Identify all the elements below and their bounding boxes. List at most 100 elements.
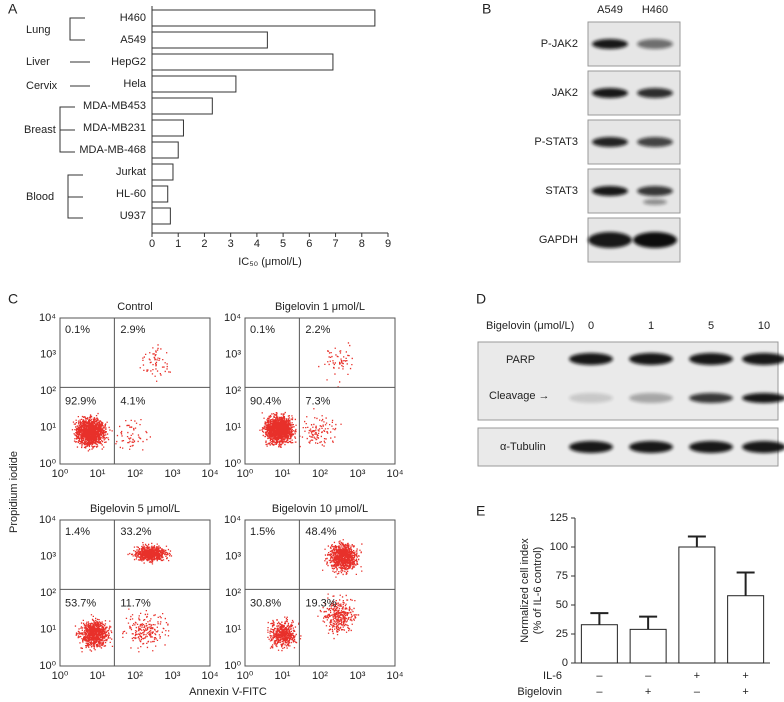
y-tick-label: 10⁰ (39, 458, 56, 470)
y-tick-label: 10¹ (40, 623, 56, 635)
group-label: Lung (26, 24, 50, 36)
blot-band (592, 186, 628, 196)
plot-title: Bigelovin 1 μmol/L (275, 301, 365, 313)
y-tick-label: 10⁴ (39, 312, 56, 324)
group-label: Liver (26, 56, 50, 68)
y-tick-label: 10⁴ (224, 312, 241, 324)
y-tick-label: 10¹ (40, 421, 56, 433)
dose-label: 0 (588, 320, 594, 332)
y-tick-label: 10² (225, 587, 241, 599)
group-brackets (59, 17, 90, 219)
x-tick-label: 10³ (350, 670, 366, 682)
group-label: Blood (26, 191, 54, 203)
x-tick-label: 10⁴ (387, 670, 404, 682)
y-tick-label: 25 (556, 628, 568, 640)
x-tick-label: 10² (312, 670, 328, 682)
y-tick-label: 75 (556, 570, 568, 582)
x-axis-title: IC₅₀ (μmol/L) (238, 256, 302, 268)
row-label: P-STAT3 (534, 136, 578, 148)
x-tick-label: 6 (306, 238, 312, 250)
condition-sign: – (596, 670, 603, 682)
panel-label: C (8, 291, 18, 307)
x-tick-label: 10⁴ (202, 468, 219, 480)
bar (629, 628, 667, 664)
quadrant-percent: 2.9% (120, 324, 145, 336)
bar (678, 546, 716, 664)
bar (151, 53, 334, 71)
y-tick-label: MDA-MB231 (83, 122, 146, 134)
dose-label: 5 (708, 320, 714, 332)
plot-frame (59, 519, 211, 667)
x-tick-label: 10⁰ (237, 670, 254, 682)
quadrant-percent: 30.8% (250, 597, 281, 609)
blot-band (637, 88, 673, 98)
x-tick-label: 10¹ (90, 670, 106, 682)
x-tick-label: 10⁰ (52, 468, 69, 480)
quadrant-percent: 7.3% (305, 395, 330, 407)
x-tick-label: 5 (280, 238, 286, 250)
bar (151, 97, 213, 115)
plot-title: Control (117, 301, 152, 313)
y-tick-label: 125 (550, 512, 568, 524)
y-tick-label: 10⁰ (39, 660, 56, 672)
blot-band (637, 39, 673, 49)
blot-band (569, 393, 613, 403)
y-tick-label: 50 (556, 599, 568, 611)
plot-frame (244, 519, 396, 667)
blot-band (569, 441, 613, 453)
plot-title: Bigelovin 5 μmol/L (90, 503, 180, 515)
x-tick-label: 10⁰ (52, 670, 69, 682)
condition-sign: + (694, 670, 700, 682)
condition-label: Bigelovin (517, 686, 562, 698)
blot-band (569, 353, 613, 365)
row-label: P-JAK2 (541, 38, 578, 50)
row-label: α-Tubulin (500, 441, 546, 453)
treatment-label: Bigelovin (μmol/L) (486, 320, 574, 332)
x-tick-label: 10² (312, 468, 328, 480)
y-tick-label: MDA-MB453 (83, 100, 146, 112)
quadrant-percent: 53.7% (65, 597, 96, 609)
group-label: Breast (24, 124, 56, 136)
dose-label: 1 (648, 320, 654, 332)
y-tick-label: 10⁴ (39, 514, 56, 526)
y-tick-label: 10³ (40, 550, 56, 562)
x-tick-label: 9 (385, 238, 391, 250)
blot-band (689, 393, 733, 403)
blot-band (588, 232, 632, 248)
dose-label: 10 (758, 320, 770, 332)
plot-title: Bigelovin 10 μmol/L (272, 503, 368, 515)
event-dots (71, 344, 171, 452)
x-tick-label: 3 (228, 238, 234, 250)
x-tick-label: 10⁰ (237, 468, 254, 480)
x-tick-label: 10² (127, 468, 143, 480)
group-label: Cervix (26, 80, 58, 92)
y-tick-label: Hela (123, 78, 147, 90)
bar (151, 141, 179, 159)
y-tick-label: 10³ (40, 348, 56, 360)
bar (151, 185, 169, 203)
condition-sign: + (742, 670, 748, 682)
y-tick-label: 10² (40, 587, 56, 599)
condition-label: IL-6 (543, 670, 562, 682)
y-tick-label: 10³ (225, 550, 241, 562)
x-axis-title: Annexin V-FITC (189, 686, 267, 698)
blot-band (592, 88, 628, 98)
quadrant-percent: 92.9% (65, 395, 96, 407)
blot-band (742, 441, 784, 453)
y-axis-title: (% of IL-6 control) (532, 547, 544, 634)
quadrant-percent: 33.2% (120, 526, 151, 538)
y-tick-label: 10² (225, 385, 241, 397)
x-tick-label: 1 (175, 238, 181, 250)
row-label: STAT3 (545, 185, 578, 197)
blot-band (629, 353, 673, 365)
x-tick-label: 10¹ (90, 468, 106, 480)
y-tick-label: A549 (120, 34, 146, 46)
blot-panel (477, 341, 779, 421)
panel-label: D (476, 291, 486, 307)
panel-label: A (8, 1, 18, 17)
panel-label: B (482, 1, 491, 17)
event-dots (74, 542, 173, 653)
quadrant-percent: 1.5% (250, 526, 275, 538)
event-dots (267, 539, 363, 652)
